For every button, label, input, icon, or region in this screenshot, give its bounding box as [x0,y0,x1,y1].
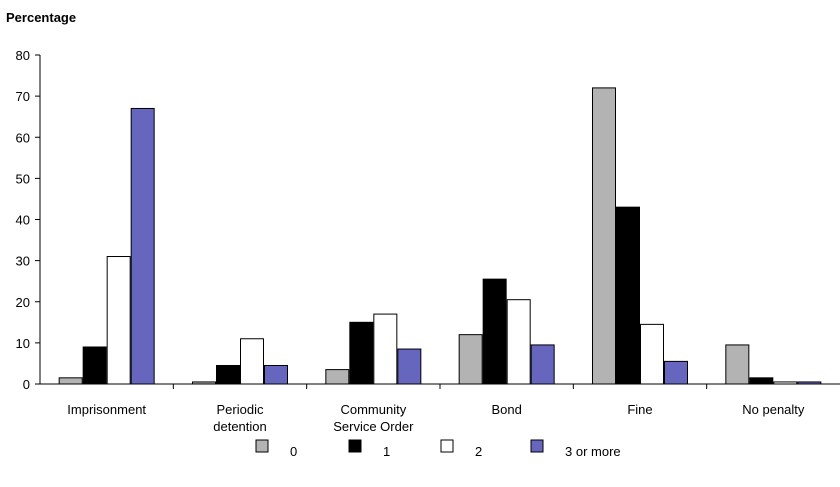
legend-label: 2 [475,444,482,459]
y-tick-label: 60 [16,130,30,145]
legend-label: 3 or more [565,444,621,459]
bar [264,364,288,385]
x-category-label: No penalty [742,402,805,417]
bar [773,381,798,385]
bar [530,344,555,385]
y-tick-label: 30 [16,254,30,269]
bar [640,323,664,385]
bar [325,369,350,385]
bar [130,107,155,385]
y-tick-label: 40 [16,213,30,228]
legend-swatch [530,439,544,453]
legend-swatch [255,439,269,453]
bar [240,338,264,385]
y-tick-label: 50 [16,171,30,186]
y-tick-label: 20 [16,295,30,310]
y-tick-label: 70 [16,89,30,104]
legend-swatch [440,439,454,453]
y-tick-label: 10 [16,336,30,351]
bar [216,364,240,385]
bar [725,344,750,385]
y-tick-label: 0 [23,377,30,392]
x-category-label: Fine [627,402,652,417]
x-category-label: Community Service Order [333,402,414,434]
bar [58,377,83,385]
bar [458,334,483,385]
bar [397,348,422,385]
bar [664,360,688,385]
bar [592,87,616,385]
bar [106,256,131,385]
bar [616,206,640,385]
legend-swatch [348,439,362,453]
bar [349,321,374,385]
bar [797,381,822,385]
bar [506,299,531,385]
bar [482,278,507,385]
bar [82,346,107,385]
bar [749,377,774,385]
y-axis-title: Percentage [6,10,77,25]
legend-label: 1 [383,444,390,459]
bar [373,313,398,385]
y-tick-label: 80 [16,48,30,63]
x-category-label: Imprisonment [67,402,146,417]
legend-label: 0 [290,444,297,459]
bar [192,381,216,385]
x-category-label: Periodic detention [213,402,267,434]
x-category-label: Bond [491,402,521,417]
